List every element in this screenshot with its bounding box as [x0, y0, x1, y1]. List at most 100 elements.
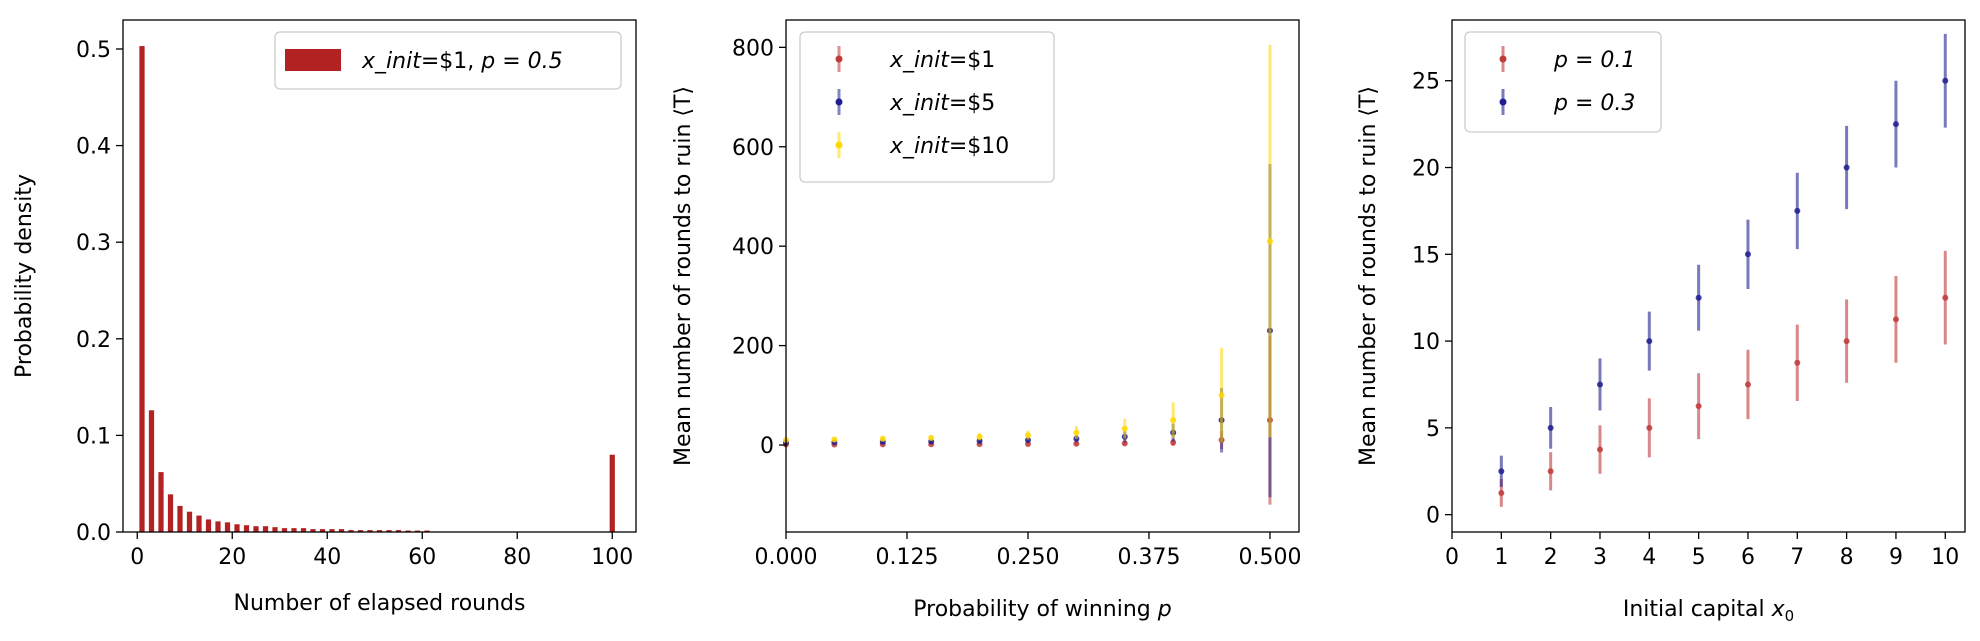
- data-point: [1942, 77, 1949, 84]
- y-tick-label: 0.5: [76, 38, 111, 63]
- legend: p = 0.1 p = 0.3: [1464, 31, 1662, 133]
- data-point: [1794, 207, 1801, 214]
- series-1: [1498, 33, 1949, 487]
- axes-frame-1: [785, 19, 1300, 533]
- data-point: [1646, 338, 1653, 345]
- data-point: [1547, 424, 1554, 431]
- histogram-bar: [386, 530, 392, 532]
- x-tick-label: 7: [1790, 545, 1804, 570]
- histogram-bar: [367, 530, 373, 532]
- legend-label-text: =$5: [949, 91, 995, 116]
- histogram-bar: [234, 524, 240, 532]
- legend-marker-point: [835, 141, 843, 149]
- histogram-bar: [414, 530, 421, 532]
- histogram-bar: [262, 526, 269, 532]
- legend-label-var: x_init: [361, 49, 422, 74]
- x-tick-label: 20: [218, 545, 246, 570]
- data-point: [976, 433, 983, 440]
- histogram-bar: [205, 519, 212, 532]
- legend: x_init=$1x_init=$5x_init=$10: [799, 31, 1055, 183]
- y-tick-label: 0.4: [76, 135, 111, 160]
- y-axis-label: Probability density: [12, 174, 37, 378]
- y-tick-label: 400: [732, 235, 774, 260]
- y-tick-label: 15: [1412, 243, 1440, 268]
- x-tick-label: 40: [313, 545, 341, 570]
- histogram-bar: [148, 410, 155, 532]
- histogram-bar: [215, 521, 221, 532]
- x-axis-label-text: Probability of winning: [913, 597, 1151, 622]
- legend-label: x_init=$1, p = 0.5: [361, 49, 563, 74]
- x-axis-label-math: x: [1771, 597, 1786, 622]
- legend-label-var: x_init: [889, 134, 950, 159]
- x-axis-label: Number of elapsed rounds: [234, 591, 526, 616]
- y-axis-label: Mean number of rounds to ruin ⟨T⟩: [1356, 86, 1381, 466]
- x-axis-label-math: p: [1157, 597, 1172, 622]
- data-point: [1218, 392, 1225, 399]
- data-point: [1596, 446, 1603, 453]
- legend-marker-point: [835, 55, 843, 63]
- legend-swatch: [285, 49, 341, 71]
- axes-frame-2: [1451, 19, 1966, 533]
- x-tick-label: 4: [1642, 545, 1656, 570]
- y-tick-label: 0.0: [76, 521, 111, 546]
- histogram-bar: [224, 522, 231, 532]
- data-point: [1121, 425, 1128, 432]
- data-point: [1744, 381, 1751, 388]
- legend-label-text: =$1: [949, 48, 995, 73]
- data-point: [1646, 424, 1653, 431]
- y-tick-label: 800: [732, 36, 774, 61]
- histogram-bar: [196, 515, 202, 532]
- legend-marker-point: [1499, 55, 1507, 63]
- y-tick-label: 0.1: [76, 424, 111, 449]
- y-tick-label: 200: [732, 335, 774, 360]
- x-tick-label: 6: [1741, 545, 1755, 570]
- data-point: [1695, 403, 1702, 410]
- legend-label: p = 0.1: [1553, 48, 1635, 73]
- legend-label: x_init=$1: [889, 48, 995, 73]
- series-2: [783, 44, 1273, 444]
- data-point: [928, 434, 935, 441]
- data-point: [1843, 164, 1850, 171]
- data-point: [1892, 316, 1899, 323]
- y-tick-label: 25: [1412, 70, 1440, 95]
- x-tick-label: 100: [591, 545, 633, 570]
- histogram-bar: [281, 528, 288, 532]
- data-point: [1266, 238, 1273, 245]
- legend-marker-point: [835, 98, 843, 106]
- x-tick-label: 0.125: [875, 545, 938, 570]
- x-tick-label: 3: [1593, 545, 1607, 570]
- histogram-bar: [329, 529, 335, 532]
- x-tick-label: 0.000: [755, 545, 818, 570]
- histogram-bar: [186, 511, 193, 532]
- data-point: [1744, 251, 1751, 258]
- x-tick-label: 8: [1840, 545, 1854, 570]
- x-axis-label-subscript: 0: [1785, 607, 1795, 625]
- data-point: [1942, 294, 1949, 301]
- legend-label: x_init=$5: [889, 91, 995, 116]
- y-axis-label: Mean number of rounds to ruin ⟨T⟩: [671, 86, 696, 466]
- x-tick-label: 0.250: [996, 545, 1059, 570]
- y-tick-label: 10: [1412, 330, 1440, 355]
- histogram-bar: [319, 529, 326, 532]
- legend-label-math: p = 0.5: [480, 49, 562, 74]
- histogram-bar: [405, 530, 411, 532]
- x-axis-label: Probability of winning p: [913, 597, 1171, 622]
- histogram-bar: [139, 46, 145, 533]
- data-point: [831, 436, 838, 443]
- histogram-bar: [243, 525, 250, 532]
- x-tick-label: 0: [130, 545, 144, 570]
- x-tick-label: 1: [1494, 545, 1508, 570]
- x-axis-label-space: [1151, 597, 1158, 622]
- x-axis-label-text: Initial capital: [1623, 597, 1765, 622]
- histogram-bar: [357, 530, 364, 532]
- histogram-bar: [167, 494, 174, 532]
- y-tick-label: 0: [760, 434, 774, 459]
- data-point: [1024, 432, 1031, 439]
- histogram-bar: [609, 454, 615, 532]
- x-tick-label: 9: [1889, 545, 1903, 570]
- y-tick-label: 0: [1426, 504, 1440, 529]
- data-point: [1073, 429, 1080, 436]
- histogram-bar: [424, 530, 430, 532]
- axes-frame-0: [122, 19, 637, 533]
